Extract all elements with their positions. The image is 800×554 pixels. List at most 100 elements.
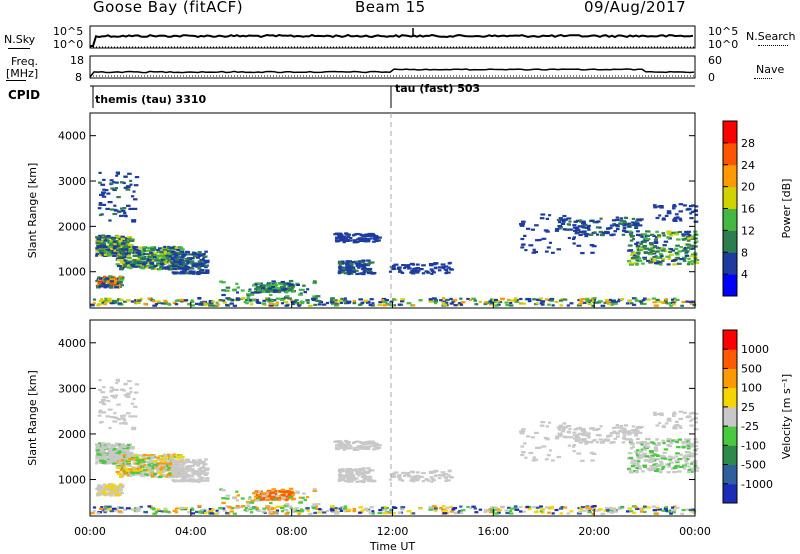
velocity-echo [498, 508, 503, 512]
power-echo [619, 298, 625, 301]
power-echo [459, 297, 463, 300]
velocity-echo [678, 425, 682, 428]
power-echo [535, 302, 539, 305]
velocity-echo [196, 471, 201, 474]
power-echo [678, 217, 682, 220]
velocity-echo [433, 469, 438, 472]
velocity-echo [471, 505, 476, 508]
power-echo [355, 272, 359, 276]
power-echo [545, 217, 549, 220]
colorbar-swatch [723, 387, 737, 408]
power-echo [532, 248, 536, 251]
power-echo [393, 263, 399, 266]
power-echo [317, 303, 322, 306]
power-echo [666, 263, 671, 266]
power-echo [548, 241, 552, 244]
velocity-echo [361, 475, 366, 478]
power-echo [163, 245, 167, 248]
power-echo [504, 301, 509, 304]
velocity-echo [362, 447, 368, 450]
power-echo [153, 264, 157, 268]
power-echo [95, 236, 100, 239]
power-echo [599, 217, 603, 220]
power-echo [360, 238, 366, 241]
velocity-echo [118, 462, 123, 466]
velocity-echo [235, 506, 241, 509]
velocity-echo [690, 418, 695, 421]
power-echo [112, 240, 117, 243]
power-echo [342, 299, 348, 302]
velocity-echo [628, 438, 632, 441]
power-echo [129, 183, 133, 186]
power-echo [254, 287, 258, 290]
velocity-echo [651, 457, 655, 460]
power-echo [628, 224, 633, 227]
power-echo [631, 221, 635, 224]
velocity-echo [100, 391, 106, 394]
power-echo [126, 239, 130, 242]
x-tick-label: 16:00 [477, 525, 509, 538]
velocity-echo [204, 458, 208, 461]
velocity-echo [134, 383, 140, 386]
power-echo [154, 303, 159, 306]
power-echo [678, 210, 683, 213]
velocity-echo [622, 437, 627, 440]
power-echo [255, 286, 260, 289]
velocity-echo [535, 510, 539, 513]
power-echo [556, 218, 561, 221]
velocity-echo [580, 459, 585, 462]
velocity-echo [107, 408, 113, 411]
power-echo [430, 272, 434, 275]
power-echo [248, 298, 253, 301]
velocity-echo [694, 469, 699, 472]
power-echo [568, 220, 572, 223]
power-echo [129, 179, 133, 182]
power-echo [205, 261, 210, 264]
power-echo [285, 295, 290, 298]
velocity-echo [163, 469, 168, 472]
velocity-echo [173, 464, 177, 467]
power-echo [527, 300, 532, 303]
power-echo [99, 284, 103, 287]
power-echo [95, 249, 100, 253]
power-echo [669, 253, 674, 256]
power-echo [98, 249, 103, 252]
velocity-echo [546, 454, 551, 457]
power-echo [280, 287, 285, 290]
velocity-echo [428, 506, 433, 509]
power-echo [416, 263, 420, 266]
velocity-echo [334, 512, 339, 515]
power-echo [112, 284, 118, 287]
power-echo [180, 300, 184, 303]
power-echo [591, 245, 597, 248]
velocity-echo [170, 458, 176, 461]
power-echo [557, 225, 563, 228]
power-echo [494, 298, 498, 302]
velocity-echo [145, 469, 150, 472]
power-echo [181, 268, 185, 271]
velocity-echo [126, 453, 131, 456]
velocity-echo [257, 497, 261, 500]
velocity-echo [635, 463, 640, 466]
velocity-echo [598, 434, 602, 437]
power-echo [655, 298, 660, 301]
power-echo [127, 243, 133, 246]
power-echo [566, 217, 572, 220]
velocity-echo [401, 471, 406, 474]
velocity-echo [116, 486, 121, 489]
velocity-echo [221, 507, 226, 510]
power-echo [611, 219, 616, 222]
velocity-echo [102, 396, 106, 399]
power-echo [341, 267, 346, 270]
power-echo [641, 262, 645, 265]
power-echo [100, 243, 104, 246]
power-echo [362, 234, 366, 237]
velocity-echo [377, 511, 383, 515]
power-echo [382, 304, 388, 307]
velocity-echo [582, 509, 587, 512]
velocity-echo [632, 511, 637, 514]
power-echo [415, 269, 421, 272]
velocity-echo [252, 492, 256, 495]
velocity-echo [296, 511, 302, 514]
power-echo [681, 233, 687, 236]
